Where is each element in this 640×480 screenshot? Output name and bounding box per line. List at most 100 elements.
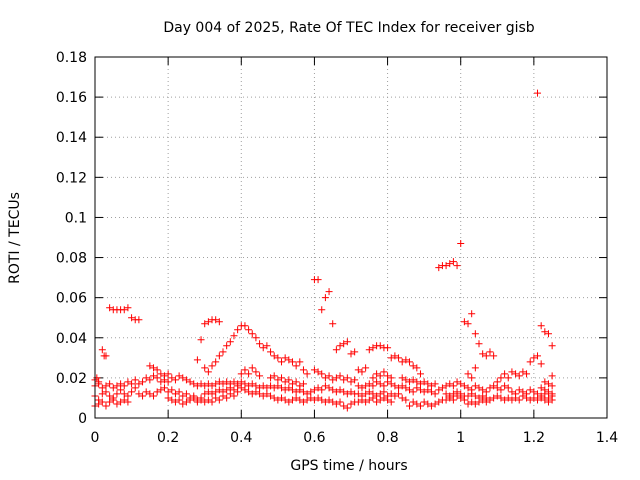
y-tick-label: 0.06 [56, 291, 87, 307]
data-point [274, 396, 282, 404]
data-point [369, 382, 377, 390]
data-point [215, 352, 223, 360]
data-point [343, 338, 351, 346]
x-tick-label: 0 [91, 430, 100, 446]
data-point [164, 378, 172, 386]
data-point [157, 370, 165, 378]
data-point [544, 398, 552, 406]
data-point [325, 372, 333, 380]
data-point [270, 352, 278, 360]
data-point [146, 376, 154, 384]
data-point [120, 390, 128, 398]
data-point [362, 382, 370, 390]
data-point [541, 386, 549, 394]
data-point [223, 342, 231, 350]
y-tick-label: 0.08 [56, 251, 87, 267]
data-point [395, 390, 403, 398]
data-point [391, 352, 399, 360]
data-point [98, 398, 106, 406]
data-point [296, 358, 304, 366]
x-tick-label: 0.6 [303, 430, 325, 446]
data-point [212, 388, 220, 396]
data-point [493, 384, 501, 392]
data-point [124, 398, 132, 406]
data-point [384, 372, 392, 380]
data-point [281, 386, 289, 394]
data-point [490, 382, 498, 390]
data-point [160, 376, 168, 384]
data-point [427, 388, 435, 396]
data-point [340, 402, 348, 410]
data-point [537, 384, 545, 392]
data-point [449, 258, 457, 266]
data-point [431, 380, 439, 388]
data-point [449, 382, 457, 390]
x-tick-label: 1 [456, 430, 465, 446]
data-point [479, 386, 487, 394]
data-point [548, 372, 556, 380]
data-point [135, 316, 143, 324]
data-point [501, 382, 509, 390]
data-point [468, 374, 476, 382]
data-point [347, 378, 355, 386]
data-point [117, 398, 125, 406]
data-point [98, 390, 106, 398]
data-point [442, 390, 450, 398]
data-point [325, 384, 333, 392]
data-point [490, 352, 498, 360]
data-point [124, 392, 132, 400]
data-point [508, 388, 516, 396]
data-point [325, 396, 333, 404]
data-point [446, 380, 454, 388]
data-point [457, 394, 465, 402]
data-point [307, 394, 315, 402]
data-point [482, 388, 490, 396]
data-point [486, 396, 494, 404]
data-point [548, 342, 556, 350]
data-point [226, 338, 234, 346]
data-point [212, 316, 220, 324]
data-point [278, 384, 286, 392]
data-point [534, 396, 542, 404]
x-tick-label: 1.2 [523, 430, 545, 446]
data-point [395, 354, 403, 362]
data-point [457, 240, 465, 248]
data-point [245, 370, 253, 378]
data-point [212, 380, 220, 388]
data-point [215, 318, 223, 326]
data-point [98, 346, 106, 354]
data-point [230, 332, 238, 340]
data-point [157, 386, 165, 394]
data-point [131, 376, 139, 384]
data-point [512, 370, 520, 378]
data-point [292, 394, 300, 402]
data-point [142, 388, 150, 396]
data-point [248, 380, 256, 388]
data-point [168, 396, 176, 404]
data-point [486, 348, 494, 356]
data-point [219, 392, 227, 400]
data-point [369, 344, 377, 352]
x-axis-label: GPS time / hours [290, 458, 407, 474]
data-point [354, 382, 362, 390]
data-point [365, 380, 373, 388]
data-point [515, 386, 523, 394]
data-point [512, 394, 520, 402]
data-point [113, 382, 121, 390]
data-point [263, 390, 271, 398]
data-point [314, 276, 322, 284]
data-point [106, 398, 114, 406]
data-point [391, 392, 399, 400]
data-point [179, 400, 187, 408]
data-point [329, 320, 337, 328]
data-point [201, 390, 209, 398]
data-point [523, 394, 531, 402]
data-point [508, 368, 516, 376]
data-point [299, 366, 307, 374]
data-point [446, 394, 454, 402]
data-point [299, 380, 307, 388]
data-point [464, 392, 472, 400]
data-point [106, 392, 114, 400]
data-point [406, 378, 414, 386]
data-point [288, 358, 296, 366]
